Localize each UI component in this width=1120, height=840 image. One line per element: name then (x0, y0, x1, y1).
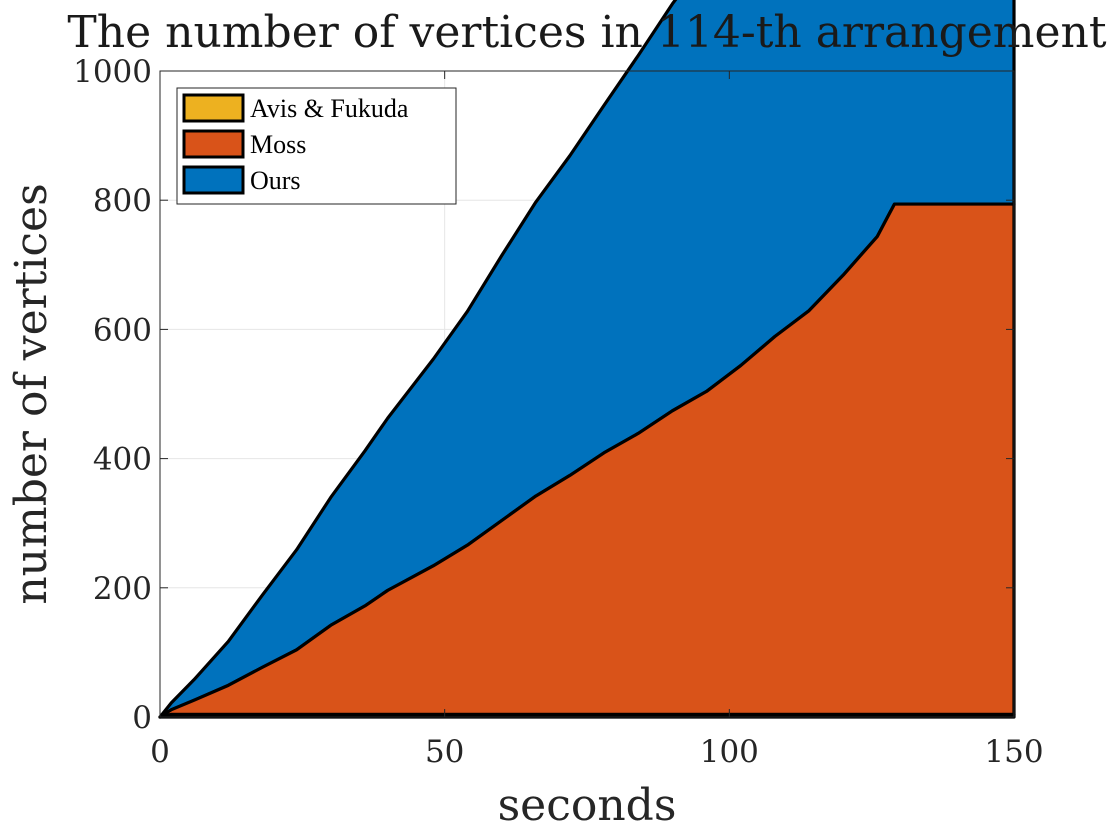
legend: Avis & Fukuda Moss Ours (176, 87, 457, 205)
y-tick-label: 600 (93, 312, 152, 348)
y-tick-label: 0 (132, 700, 152, 736)
x-tick-label: 0 (150, 734, 170, 770)
legend-swatch-moss (182, 129, 245, 159)
x-tick-label: 100 (700, 734, 759, 770)
plot-frame (159, 70, 1015, 718)
legend-label-avis-fukuda: Avis & Fukuda (250, 94, 409, 123)
y-tick-label: 1000 (73, 54, 152, 90)
y-axis-ticks: 0 200 400 600 800 1000 (73, 54, 1014, 736)
y-tick-label: 200 (93, 571, 152, 607)
legend-label-moss: Moss (250, 130, 306, 159)
x-axis-label: seconds (498, 780, 677, 831)
legend-label-ours: Ours (250, 166, 301, 195)
y-tick-label: 800 (93, 183, 152, 219)
chart-title: The number of vertices in 114-th arrange… (67, 7, 1106, 58)
x-tick-label: 50 (425, 734, 464, 770)
y-tick-label: 400 (93, 442, 152, 478)
legend-swatch-avis-fukuda (182, 93, 245, 123)
y-axis-label: number of vertices (6, 183, 57, 604)
x-axis-ticks: 0 50 100 150 (150, 71, 1044, 770)
x-tick-label: 150 (984, 734, 1043, 770)
legend-swatch-ours (182, 165, 245, 195)
